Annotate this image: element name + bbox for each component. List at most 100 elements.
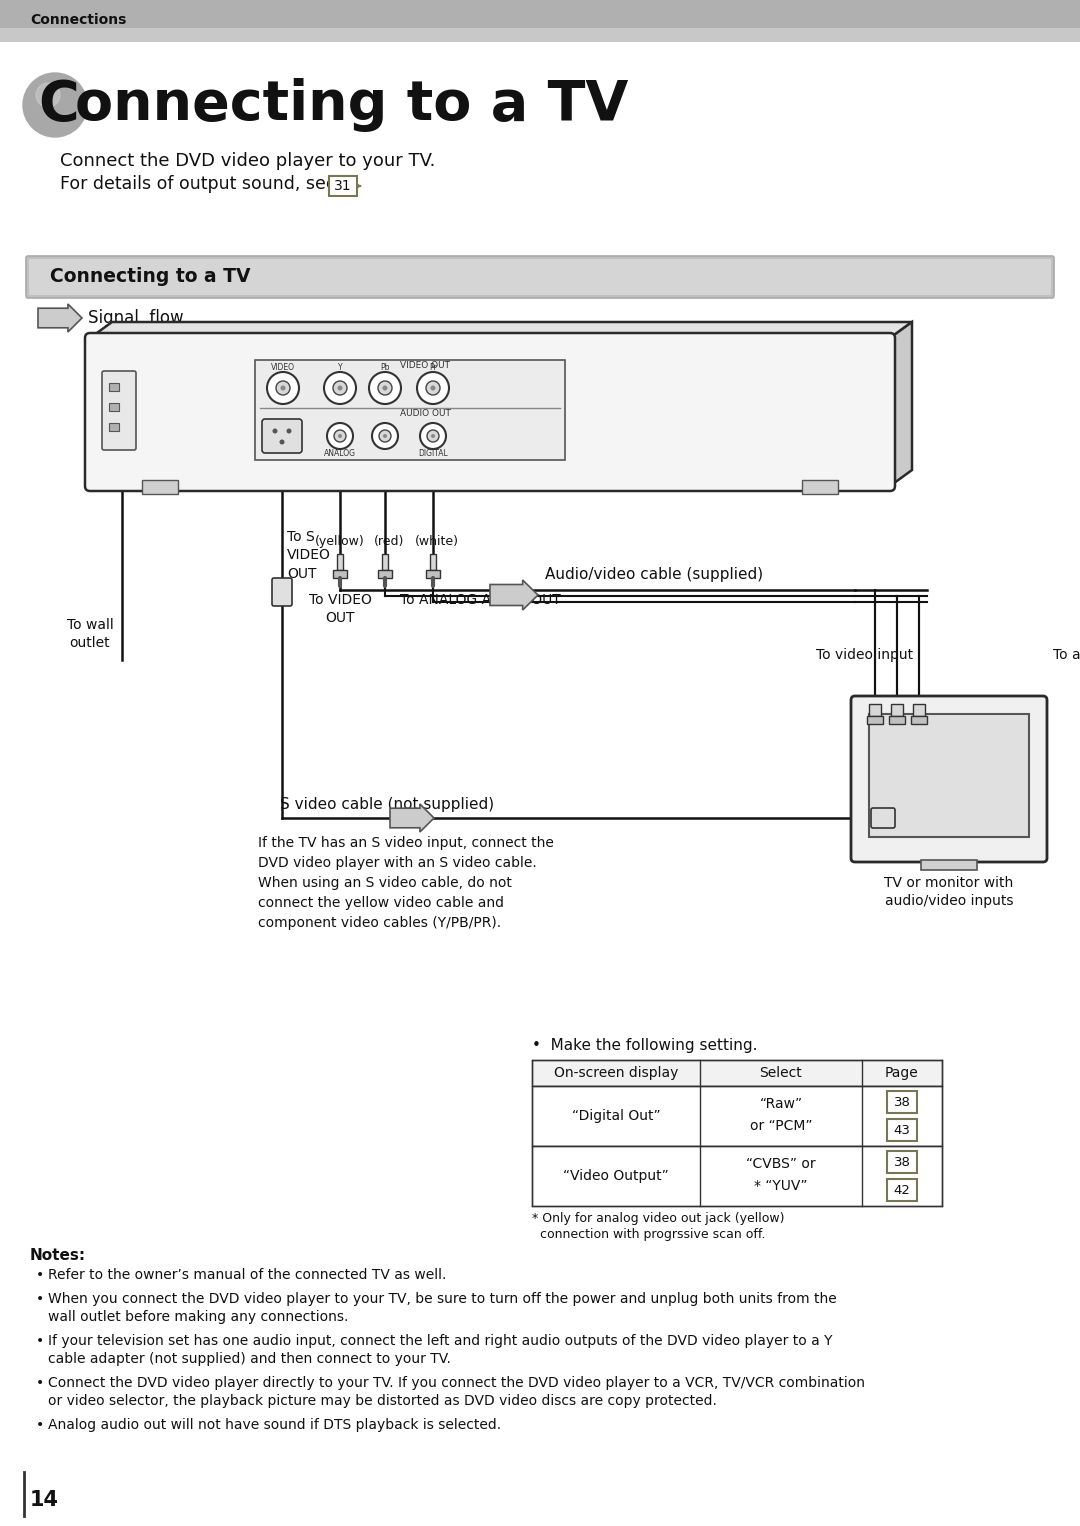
Text: 31: 31 — [334, 179, 352, 192]
Text: VIDEO OUT: VIDEO OUT — [401, 362, 450, 369]
Bar — [912, 716, 927, 723]
Circle shape — [333, 382, 347, 395]
Bar — [109, 403, 119, 410]
FancyBboxPatch shape — [887, 1091, 917, 1112]
Text: Analog audio out will not have sound if DTS playback is selected.: Analog audio out will not have sound if … — [48, 1418, 501, 1431]
Circle shape — [276, 382, 291, 395]
Circle shape — [23, 73, 87, 137]
Bar — [532, 1061, 942, 1087]
Text: Audio/video cable (supplied): Audio/video cable (supplied) — [545, 568, 764, 581]
Text: C: C — [38, 78, 79, 133]
Text: “Raw”: “Raw” — [759, 1097, 802, 1111]
Circle shape — [431, 386, 435, 391]
Text: On-screen display: On-screen display — [554, 1067, 678, 1080]
Circle shape — [382, 386, 388, 391]
FancyBboxPatch shape — [887, 1119, 917, 1141]
Text: •: • — [36, 1376, 44, 1390]
Circle shape — [272, 429, 278, 433]
Bar — [109, 423, 119, 430]
Text: 43: 43 — [893, 1123, 910, 1137]
Bar — [255, 360, 565, 459]
Text: Select: Select — [759, 1067, 802, 1080]
Circle shape — [324, 372, 356, 404]
Text: Pb: Pb — [380, 363, 390, 372]
Text: connection with progrssive scan off.: connection with progrssive scan off. — [532, 1228, 766, 1241]
Bar — [0, 0, 1080, 43]
Circle shape — [427, 430, 438, 443]
Text: onnecting to a TV: onnecting to a TV — [75, 78, 629, 133]
Text: To wall
outlet: To wall outlet — [67, 618, 113, 650]
Polygon shape — [490, 580, 538, 610]
Bar — [337, 554, 343, 571]
Circle shape — [338, 433, 342, 438]
Text: Y: Y — [338, 363, 342, 372]
Circle shape — [379, 430, 391, 443]
Circle shape — [369, 372, 401, 404]
Bar — [891, 703, 903, 716]
Text: (yellow): (yellow) — [851, 729, 899, 742]
FancyBboxPatch shape — [26, 256, 1054, 298]
Text: * Only for analog video out jack (yellow): * Only for analog video out jack (yellow… — [532, 1212, 784, 1225]
Circle shape — [280, 439, 284, 444]
Text: TV or monitor with
audio/video inputs: TV or monitor with audio/video inputs — [885, 876, 1014, 908]
FancyBboxPatch shape — [272, 578, 292, 606]
Circle shape — [383, 433, 387, 438]
Bar — [0, 27, 1080, 43]
FancyBboxPatch shape — [85, 333, 895, 491]
Polygon shape — [38, 304, 82, 333]
Bar — [378, 571, 392, 578]
Text: “CVBS” or: “CVBS” or — [746, 1157, 815, 1170]
FancyBboxPatch shape — [887, 1151, 917, 1173]
Text: When you connect the DVD video player to your TV, be sure to turn off the power : When you connect the DVD video player to… — [48, 1293, 837, 1325]
Text: To S
VIDEO
OUT: To S VIDEO OUT — [287, 530, 330, 581]
FancyBboxPatch shape — [851, 696, 1047, 862]
Bar — [802, 481, 838, 494]
Text: or “PCM”: or “PCM” — [750, 1119, 812, 1132]
Text: “Digital Out”: “Digital Out” — [571, 1109, 660, 1123]
Text: ANALOG: ANALOG — [324, 449, 356, 458]
Polygon shape — [90, 322, 912, 337]
Bar — [532, 1087, 942, 1146]
Bar — [532, 1146, 942, 1206]
Text: To video input: To video input — [816, 649, 914, 662]
Bar — [426, 571, 440, 578]
Text: (white): (white) — [899, 729, 940, 742]
Bar — [382, 554, 388, 571]
Text: Connect the DVD video player directly to your TV. If you connect the DVD video p: Connect the DVD video player directly to… — [48, 1376, 865, 1408]
Text: 38: 38 — [893, 1096, 910, 1108]
Text: •: • — [36, 1268, 44, 1282]
Circle shape — [327, 423, 353, 449]
Text: Connecting to a TV: Connecting to a TV — [50, 267, 251, 287]
Bar — [109, 383, 119, 391]
Circle shape — [36, 82, 60, 107]
Text: To S video input: To S video input — [900, 800, 1010, 813]
Text: 14: 14 — [30, 1489, 59, 1511]
Text: If the TV has an S video input, connect the
DVD video player with an S video cab: If the TV has an S video input, connect … — [258, 836, 554, 931]
Text: (white): (white) — [415, 536, 459, 548]
Text: (red): (red) — [882, 729, 912, 742]
Text: If your television set has one audio input, connect the left and right audio out: If your television set has one audio inp… — [48, 1334, 833, 1366]
Text: For details of output sound, see: For details of output sound, see — [60, 175, 342, 192]
Circle shape — [267, 372, 299, 404]
Text: Page: Page — [886, 1067, 919, 1080]
Circle shape — [281, 386, 285, 391]
Circle shape — [334, 430, 346, 443]
Circle shape — [286, 429, 292, 433]
Text: (red): (red) — [374, 536, 404, 548]
Text: •: • — [36, 1334, 44, 1347]
FancyBboxPatch shape — [329, 175, 357, 195]
Text: AUDIO OUT: AUDIO OUT — [400, 409, 451, 418]
Text: •: • — [36, 1418, 44, 1431]
FancyBboxPatch shape — [870, 807, 895, 829]
Text: DIGITAL: DIGITAL — [418, 449, 448, 458]
Text: To VIDEO
OUT: To VIDEO OUT — [309, 594, 372, 626]
Text: “Video Output”: “Video Output” — [563, 1169, 669, 1183]
Text: 42: 42 — [893, 1184, 910, 1196]
Bar — [869, 703, 881, 716]
Text: Pr: Pr — [429, 363, 437, 372]
Text: Connect the DVD video player to your TV.: Connect the DVD video player to your TV. — [60, 153, 435, 169]
Circle shape — [431, 433, 435, 438]
Bar — [141, 481, 178, 494]
Text: VIDEO: VIDEO — [271, 363, 295, 372]
Text: Refer to the owner’s manual of the connected TV as well.: Refer to the owner’s manual of the conne… — [48, 1268, 446, 1282]
